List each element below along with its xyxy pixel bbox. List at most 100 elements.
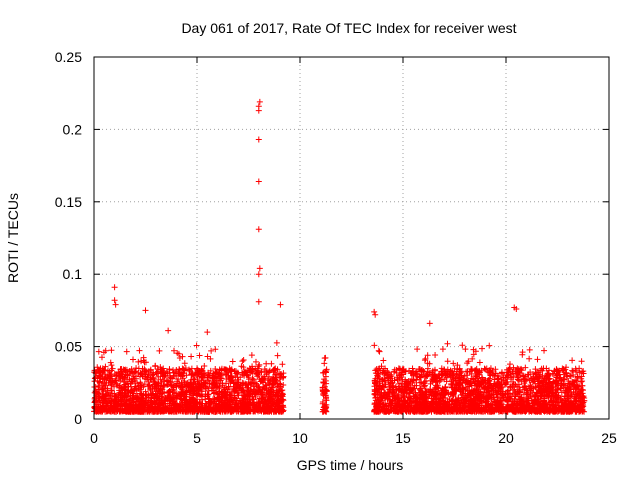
- data-point: [148, 376, 155, 383]
- data-point: [247, 382, 254, 389]
- data-point: [170, 384, 177, 391]
- data-point: [253, 403, 260, 410]
- data-point: [207, 355, 214, 362]
- data-point: [228, 367, 235, 374]
- data-point: [156, 347, 163, 354]
- grid-lines: [94, 57, 609, 419]
- data-point: [261, 397, 268, 404]
- data-point: [241, 402, 248, 409]
- data-point: [198, 365, 205, 372]
- data-point: [168, 383, 175, 390]
- data-point: [135, 358, 142, 365]
- data-point: [128, 387, 135, 394]
- data-point: [148, 401, 155, 408]
- data-point: [99, 384, 106, 391]
- data-point: [224, 401, 231, 408]
- data-point: [140, 354, 147, 361]
- data-point: [186, 407, 193, 414]
- data-point: [232, 405, 239, 412]
- data-point: [256, 361, 263, 368]
- data-point: [94, 389, 101, 396]
- data-point: [139, 397, 146, 404]
- data-point: [129, 395, 136, 402]
- data-point: [179, 408, 186, 415]
- data-point: [154, 405, 161, 412]
- data-point: [212, 389, 219, 396]
- data-point: [237, 406, 244, 413]
- data-point: [169, 392, 176, 399]
- data-point: [190, 376, 197, 383]
- data-point: [108, 347, 115, 354]
- data-point: [479, 345, 486, 352]
- data-point: [229, 358, 236, 365]
- data-point: [121, 374, 128, 381]
- data-point: [275, 402, 282, 409]
- data-point: [95, 382, 102, 389]
- data-point: [432, 352, 439, 359]
- data-point: [251, 379, 258, 386]
- data-point: [132, 393, 139, 400]
- x-axis-label: GPS time / hours: [297, 457, 404, 473]
- data-point: [179, 353, 186, 360]
- data-point: [255, 271, 262, 278]
- data-point: [144, 383, 151, 390]
- data-point: [250, 376, 257, 383]
- data-point: [211, 395, 218, 402]
- data-point: [265, 369, 272, 376]
- data-point: [166, 366, 173, 373]
- data-point: [219, 380, 226, 387]
- data-point: [188, 353, 195, 360]
- data-point: [133, 365, 140, 372]
- data-point: [519, 349, 526, 356]
- data-point: [444, 358, 451, 365]
- data-point: [192, 370, 199, 377]
- data-point: [319, 398, 326, 405]
- data-point: [189, 392, 196, 399]
- data-point: [249, 375, 256, 382]
- data-point: [205, 408, 212, 415]
- data-point: [263, 360, 270, 367]
- data-point: [237, 400, 244, 407]
- data-point: [222, 392, 229, 399]
- data-point: [239, 358, 246, 365]
- data-point: [178, 406, 185, 413]
- data-point: [202, 391, 209, 398]
- data-point: [121, 393, 128, 400]
- data-point: [274, 407, 281, 414]
- data-point: [238, 403, 245, 410]
- y-axis-label: ROTI / TECUs: [5, 193, 21, 283]
- data-point: [205, 369, 212, 376]
- data-point: [232, 387, 239, 394]
- data-point: [232, 395, 239, 402]
- data-point: [280, 404, 287, 411]
- data-point: [144, 374, 151, 381]
- data-point: [277, 301, 284, 308]
- data-point: [182, 404, 189, 411]
- data-point: [128, 367, 135, 374]
- x-tick-label: 10: [292, 430, 308, 446]
- data-point: [207, 399, 214, 406]
- data-point: [176, 370, 183, 377]
- data-point: [321, 404, 328, 411]
- data-point: [255, 226, 262, 233]
- data-point: [152, 363, 159, 370]
- data-point: [215, 373, 222, 380]
- data-point: [255, 107, 262, 114]
- data-point: [99, 369, 106, 376]
- data-point: [165, 327, 172, 334]
- data-point: [375, 347, 382, 354]
- data-point: [130, 356, 137, 363]
- data-point: [171, 347, 178, 354]
- data-point: [123, 348, 130, 355]
- data-point: [141, 381, 148, 388]
- data-point: [255, 178, 262, 185]
- data-point: [155, 379, 162, 386]
- data-point: [118, 365, 125, 372]
- data-point: [210, 390, 217, 397]
- data-point: [212, 346, 219, 353]
- data-point: [270, 368, 277, 375]
- data-point: [196, 352, 203, 359]
- data-point: [130, 408, 137, 415]
- data-point: [179, 386, 186, 393]
- data-point: [117, 391, 124, 398]
